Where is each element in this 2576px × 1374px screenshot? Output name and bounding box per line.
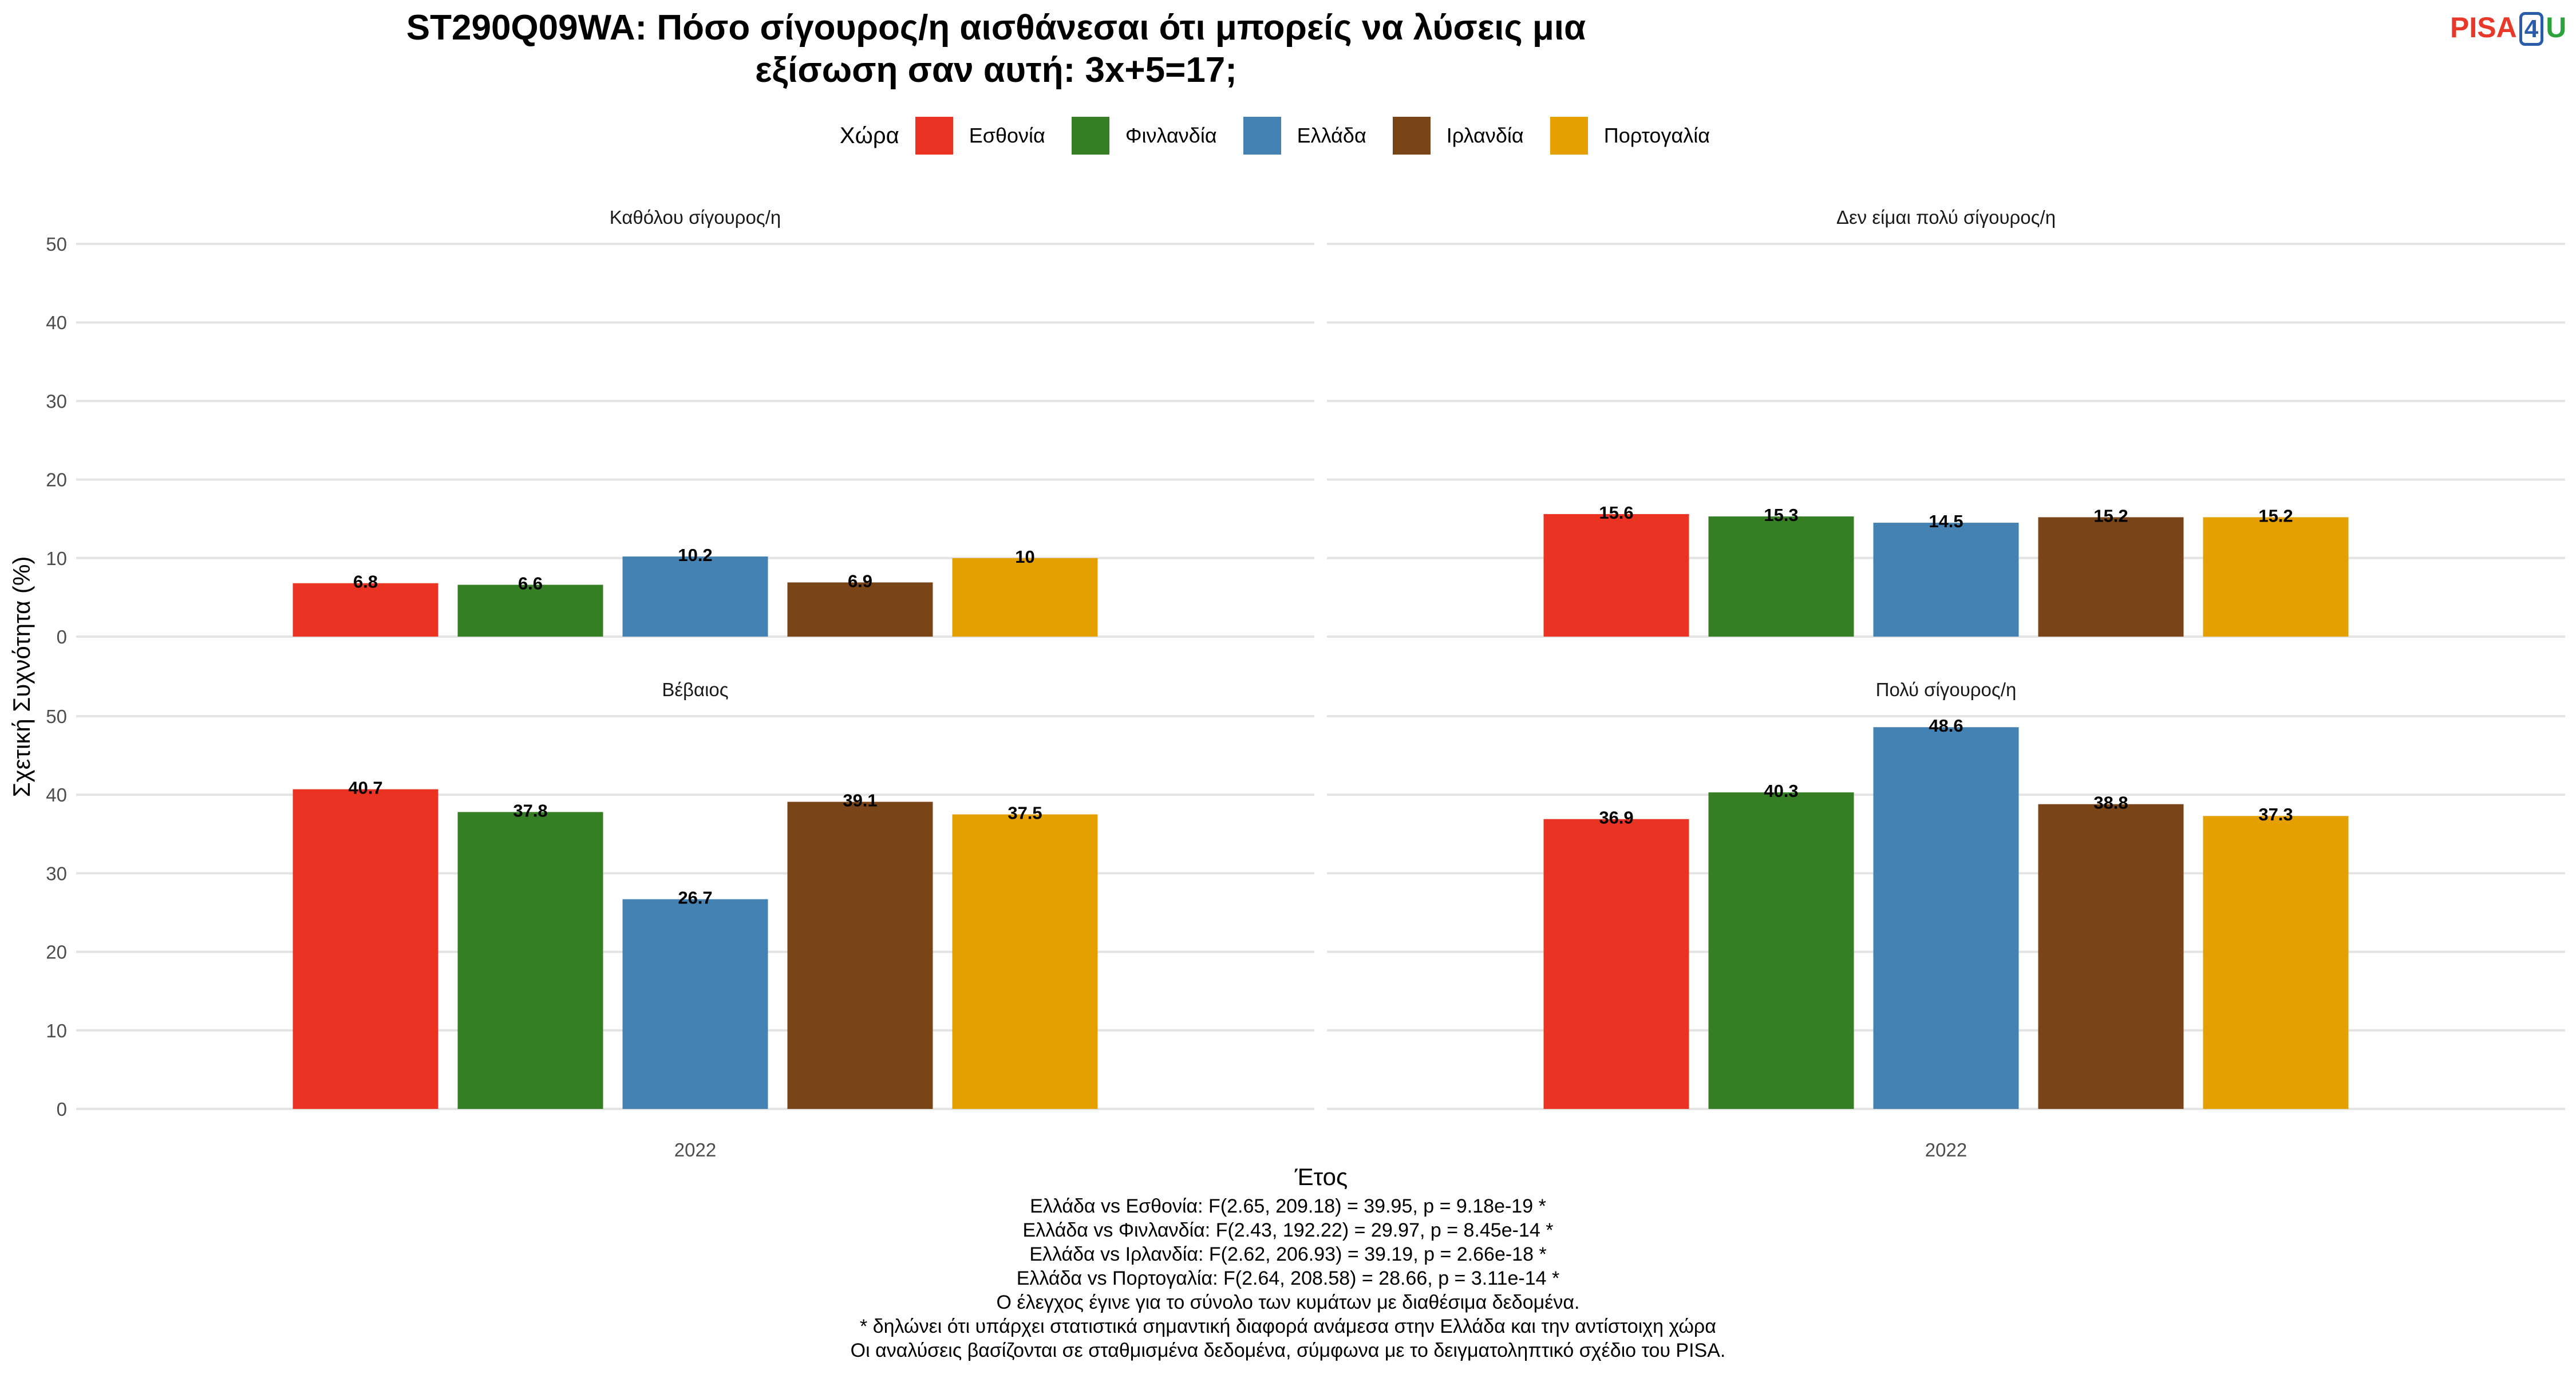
- bar: [952, 558, 1098, 637]
- legend-item-finland: Φινλανδία: [1071, 117, 1217, 155]
- bar-value-label: 40.7: [348, 778, 382, 798]
- bar: [622, 899, 768, 1109]
- x-tick-label: 2022: [1925, 1139, 1967, 1160]
- legend-title: Χώρα: [839, 123, 899, 148]
- y-tick-label: 10: [46, 1020, 67, 1041]
- y-tick-label: 30: [46, 390, 67, 412]
- legend-swatch-finland: [1071, 117, 1109, 155]
- y-tick-label: 10: [46, 548, 67, 569]
- logo-part-2: 4: [2519, 12, 2544, 46]
- bar-value-label: 14.5: [1929, 511, 1963, 531]
- bar-value-label: 6.9: [848, 571, 872, 591]
- pisa4u-logo: PISA 4 U: [2450, 10, 2566, 46]
- bar-value-label: 39.1: [843, 791, 877, 811]
- logo-part-3: U: [2546, 11, 2567, 44]
- legend-swatch-estonia: [915, 117, 953, 155]
- panel-4: [1327, 715, 2565, 1110]
- y-tick-label: 40: [46, 312, 67, 333]
- legend: Χώρα Εσθονία Φινλανδία Ελλάδα Ιρλανδία Π…: [0, 117, 2576, 155]
- bar: [457, 812, 603, 1109]
- legend-label-greece: Ελλάδα: [1297, 124, 1366, 147]
- bar: [1873, 727, 2019, 1109]
- legend-swatch-ireland: [1392, 117, 1431, 155]
- chart-title-line-2: εξίσωση σαν αυτή: 3x+5=17;: [755, 50, 1237, 90]
- bar-value-label: 15.2: [2258, 506, 2293, 526]
- bar: [2038, 804, 2184, 1109]
- panel-title: Καθόλου σίγουρος/η: [610, 207, 781, 228]
- legend-item-ireland: Ιρλανδία: [1392, 117, 1524, 155]
- x-tick-label: 2022: [674, 1139, 716, 1160]
- footer-line-2: Ελλάδα vs Φινλανδία: F(2.43, 192.22) = 2…: [1022, 1219, 1554, 1241]
- legend-label-finland: Φινλανδία: [1125, 124, 1217, 147]
- bar-value-label: 36.9: [1599, 808, 1633, 828]
- bar: [1543, 819, 1689, 1109]
- bar: [952, 814, 1098, 1109]
- bar-value-label: 10.2: [678, 545, 712, 565]
- y-tick-label: 50: [46, 234, 67, 255]
- bar-value-label: 26.7: [678, 888, 712, 908]
- y-axis-title: Σχετική Συχνότητα (%): [8, 556, 35, 797]
- bar: [787, 582, 933, 637]
- chart-title: ST290Q09WA: Πόσο σίγουρος/η αισθάνεσαι ό…: [0, 7, 1992, 92]
- bar: [2203, 816, 2349, 1109]
- bar: [622, 556, 768, 637]
- bar-value-label: 38.8: [2093, 793, 2128, 813]
- bar-value-label: 37.8: [513, 800, 547, 820]
- logo-part-1: PISA: [2450, 11, 2517, 44]
- bar-value-label: 15.6: [1599, 503, 1633, 523]
- y-tick-label: 40: [46, 784, 67, 806]
- bar: [293, 583, 438, 637]
- legend-label-portugal: Πορτογαλία: [1603, 124, 1710, 147]
- bar: [787, 802, 933, 1109]
- panel-2: [1327, 243, 2565, 638]
- bar-value-label: 37.3: [2258, 804, 2293, 824]
- bar-value-label: 48.6: [1929, 716, 1963, 736]
- y-tick-label: 0: [57, 1099, 67, 1120]
- bar: [2038, 517, 2184, 637]
- bar: [1873, 523, 2019, 637]
- y-tick-label: 30: [46, 863, 67, 884]
- bar: [2203, 517, 2349, 637]
- panel-1: [76, 243, 1314, 638]
- bar-value-label: 37.5: [1008, 803, 1042, 823]
- panel-3: [76, 715, 1314, 1110]
- chart-footer: Ελλάδα vs Εσθονία: F(2.65, 209.18) = 39.…: [0, 1194, 2576, 1363]
- bar-value-label: 15.2: [2093, 506, 2128, 526]
- bar: [1708, 516, 1854, 637]
- bar-value-label: 6.6: [518, 573, 543, 593]
- panel-title: Δεν είμαι πολύ σίγουρος/η: [1836, 207, 2056, 228]
- footer-line-1: Ελλάδα vs Εσθονία: F(2.65, 209.18) = 39.…: [1030, 1195, 1546, 1217]
- y-tick-label: 20: [46, 469, 67, 491]
- bar: [457, 585, 603, 637]
- legend-item-portugal: Πορτογαλία: [1550, 117, 1710, 155]
- bar-value-label: 6.8: [353, 572, 378, 592]
- legend-label-ireland: Ιρλανδία: [1446, 124, 1524, 147]
- y-tick-label: 50: [46, 706, 67, 727]
- legend-label-estonia: Εσθονία: [969, 124, 1045, 147]
- x-axis-title: Έτος: [1294, 1163, 1348, 1190]
- panel-title: Πολύ σίγουρος/η: [1876, 679, 2017, 700]
- bar: [293, 789, 438, 1109]
- bar-value-label: 15.3: [1764, 505, 1798, 525]
- bar: [1708, 792, 1854, 1109]
- footer-line-6: * δηλώνει ότι υπάρχει στατιστικά σημαντι…: [860, 1316, 1716, 1337]
- footer-line-5: Ο έλεγχος έγινε για το σύνολο των κυμάτω…: [996, 1292, 1580, 1313]
- bar-value-label: 10: [1015, 547, 1034, 567]
- legend-item-greece: Ελλάδα: [1243, 117, 1366, 155]
- legend-item-estonia: Εσθονία: [915, 117, 1045, 155]
- footer-line-7: Οι αναλύσεις βασίζονται σε σταθμισμένα δ…: [850, 1340, 1726, 1361]
- footer-line-4: Ελλάδα vs Πορτογαλία: F(2.64, 208.58) = …: [1016, 1268, 1560, 1289]
- bar: [1543, 514, 1689, 637]
- legend-swatch-portugal: [1550, 117, 1588, 155]
- footer-line-3: Ελλάδα vs Ιρλανδία: F(2.62, 206.93) = 39…: [1029, 1243, 1547, 1265]
- bar-value-label: 40.3: [1764, 781, 1798, 801]
- panel-title: Βέβαιος: [662, 679, 728, 700]
- legend-swatch-greece: [1243, 117, 1281, 155]
- y-tick-label: 20: [46, 942, 67, 963]
- y-tick-label: 0: [57, 626, 67, 647]
- chart-title-line-1: ST290Q09WA: Πόσο σίγουρος/η αισθάνεσαι ό…: [406, 8, 1586, 48]
